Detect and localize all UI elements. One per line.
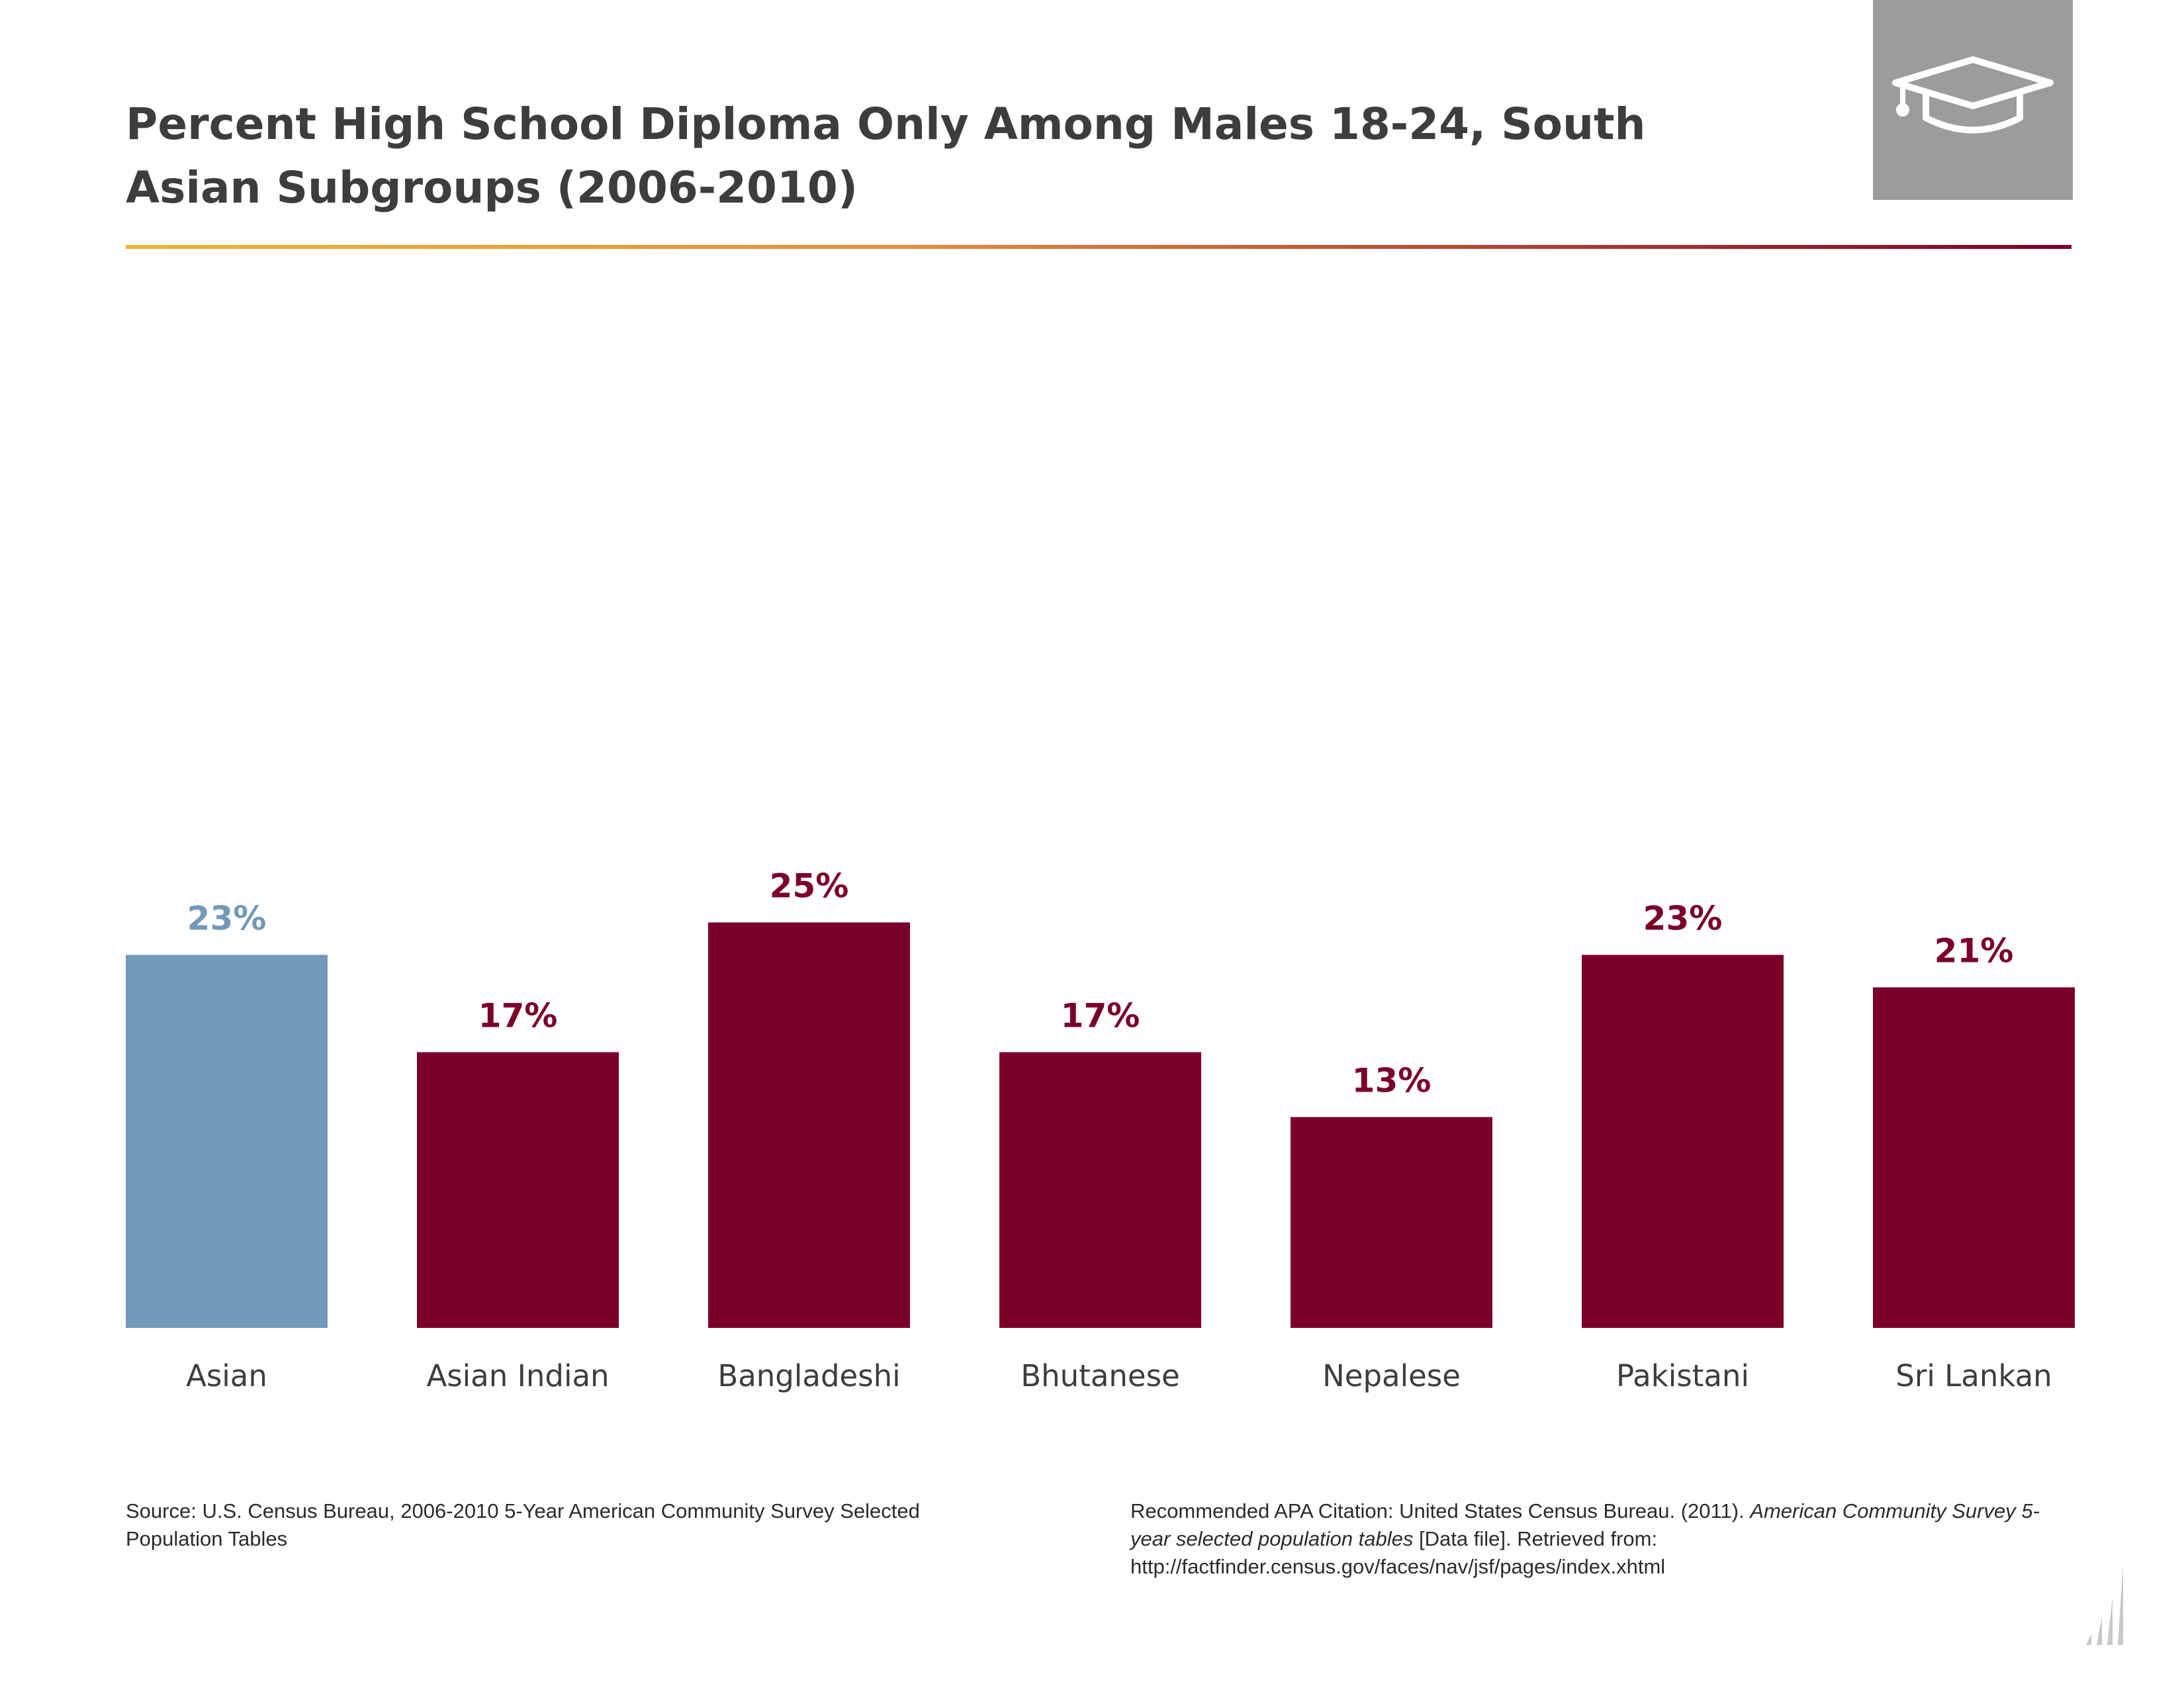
citation-title: American Community Survey 5-year selecte… (1130, 1499, 2040, 1550)
bar-bhutanese (999, 1052, 1201, 1328)
citation-prefix: Recommended APA Citation: United States … (1130, 1499, 1751, 1523)
value-label: 21% (1934, 932, 2014, 970)
value-label: 23% (187, 900, 267, 938)
badge (1873, 0, 2073, 200)
category-label: Asian (186, 1358, 267, 1393)
bar-asian (126, 955, 328, 1328)
value-label: 25% (770, 867, 849, 906)
value-label: 13% (1352, 1062, 1432, 1100)
title-divider (126, 245, 2071, 249)
category-label: Bangladeshi (717, 1358, 900, 1393)
category-label: Nepalese (1322, 1358, 1461, 1393)
value-label: 17% (478, 997, 558, 1035)
value-label: 17% (1061, 997, 1140, 1035)
page-title: Percent High School Diploma Only Among M… (126, 99, 1646, 213)
bar-asian-indian (417, 1052, 619, 1328)
category-label: Sri Lankan (1895, 1358, 2052, 1393)
source-note: Source: U.S. Census Bureau, 2006-2010 5-… (126, 1499, 920, 1550)
bar-nepalese (1291, 1117, 1492, 1328)
value-label: 23% (1643, 900, 1723, 938)
category-label: Asian Indian (426, 1358, 609, 1393)
category-label: Bhutanese (1021, 1358, 1179, 1393)
graduation-cap-icon (1892, 56, 2054, 134)
bar-bangladeshi (708, 922, 910, 1328)
citation-note: Recommended APA Citation: United States … (1130, 1497, 2077, 1581)
bar-pakistani (1582, 955, 1784, 1328)
category-label: Pakistani (1616, 1358, 1749, 1393)
bars-logo-icon (2086, 1564, 2123, 1645)
citation-suffix: [Data file]. Retrieved from: http://fact… (1130, 1527, 1666, 1578)
bar-sri-lankan (1873, 987, 2075, 1328)
